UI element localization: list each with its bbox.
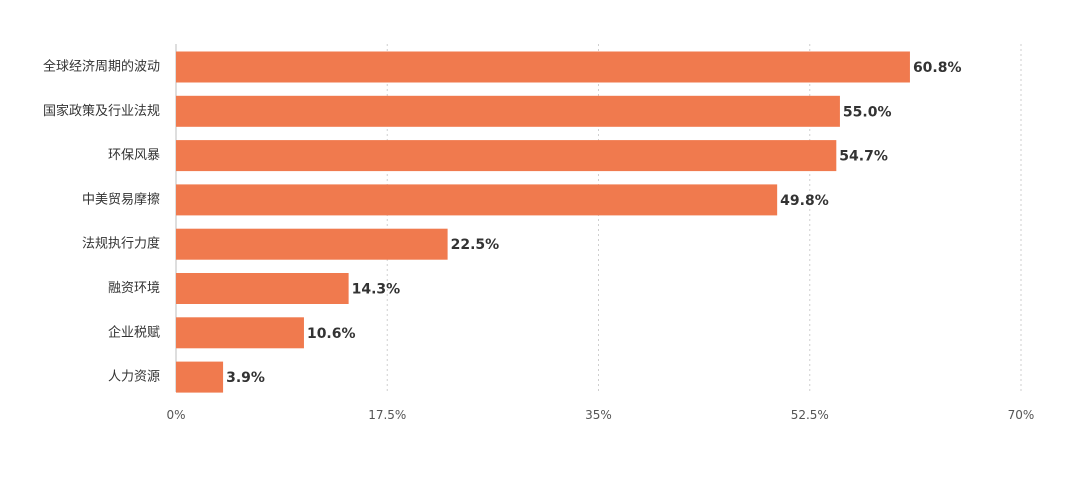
x-tick-label: 70% (1008, 408, 1035, 422)
category-label: 全球经济周期的波动 (43, 59, 160, 75)
data-label: 22.5% (451, 237, 500, 253)
data-label: 49.8% (780, 193, 829, 209)
bar (176, 51, 910, 83)
category-label: 企业税赋 (108, 324, 160, 340)
category-label: 融资环境 (108, 281, 160, 296)
category-label: 人力资源 (108, 370, 160, 385)
data-label: 14.3% (352, 282, 401, 298)
bar (176, 273, 349, 304)
x-tick-label: 0% (166, 408, 185, 422)
category-label: 国家政策及行业法规 (43, 103, 160, 119)
bar (176, 228, 448, 260)
x-axis-ticks: 0% 17.5% 35% 52.5% 70% (166, 408, 1034, 422)
bar (176, 184, 778, 216)
value-labels: 60.8% 55.0% 54.7% 49.8% 22.5% 14.3% 10.6% 3.9% (226, 60, 961, 386)
category-label: 环保风暴 (108, 148, 160, 163)
bar (176, 361, 224, 393)
category-label: 法规执行力度 (82, 236, 160, 252)
data-label: 60.8% (913, 60, 962, 76)
bar (176, 140, 837, 172)
x-tick-label: 35% (585, 408, 612, 422)
bar (176, 95, 840, 127)
category-labels: 全球经济周期的波动国家政策及行业法规环保风暴中美贸易摩擦法规执行力度融资环境企业… (43, 59, 160, 385)
data-label: 55.0% (843, 104, 892, 120)
bar-layer (176, 51, 910, 393)
bar (176, 317, 304, 349)
data-label: 3.9% (226, 370, 265, 386)
x-tick-label: 52.5% (791, 408, 829, 422)
category-label: 中美贸易摩擦 (82, 191, 160, 207)
data-label: 54.7% (839, 149, 888, 165)
x-tick-label: 17.5% (368, 408, 406, 422)
data-label: 10.6% (307, 326, 356, 342)
